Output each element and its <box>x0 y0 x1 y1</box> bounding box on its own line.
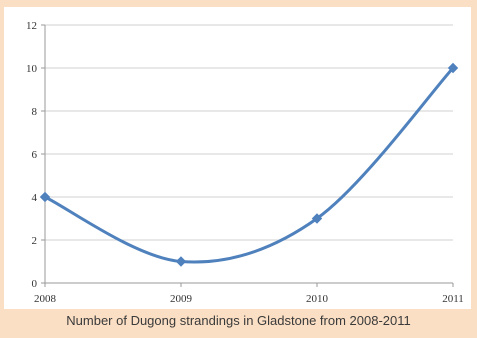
y-tick-label: 12 <box>26 20 37 32</box>
x-tick-label: 2009 <box>170 293 193 305</box>
x-tick-label: 2008 <box>34 293 57 305</box>
y-tick-label: 6 <box>32 149 38 161</box>
data-point-marker <box>311 213 323 224</box>
chart-panel: 0 2 4 6 8 10 12 2008 2009 2010 2011 <box>4 7 471 309</box>
grid-lines <box>45 24 453 241</box>
x-tick-label: 2011 <box>442 293 464 305</box>
y-tick-label: 0 <box>32 278 38 290</box>
y-tick-label: 8 <box>32 106 38 118</box>
series-line <box>43 66 455 264</box>
chart-svg: 0 2 4 6 8 10 12 2008 2009 2010 2011 <box>26 20 464 305</box>
y-tick-label: 2 <box>32 235 38 247</box>
axes <box>41 24 454 287</box>
x-tick-label: 2010 <box>306 293 329 305</box>
y-tick-label: 4 <box>32 192 38 204</box>
data-point-marker <box>175 256 187 267</box>
y-tick-label: 10 <box>26 63 38 75</box>
data-point-marker <box>447 62 459 74</box>
y-tick-labels: 0 2 4 6 8 10 12 <box>26 20 38 290</box>
data-point-marker <box>39 191 51 203</box>
chart-caption: Number of Dugong strandings in Gladstone… <box>66 313 411 328</box>
series <box>39 62 459 267</box>
x-tick-labels: 2008 2009 2010 2011 <box>34 293 464 305</box>
